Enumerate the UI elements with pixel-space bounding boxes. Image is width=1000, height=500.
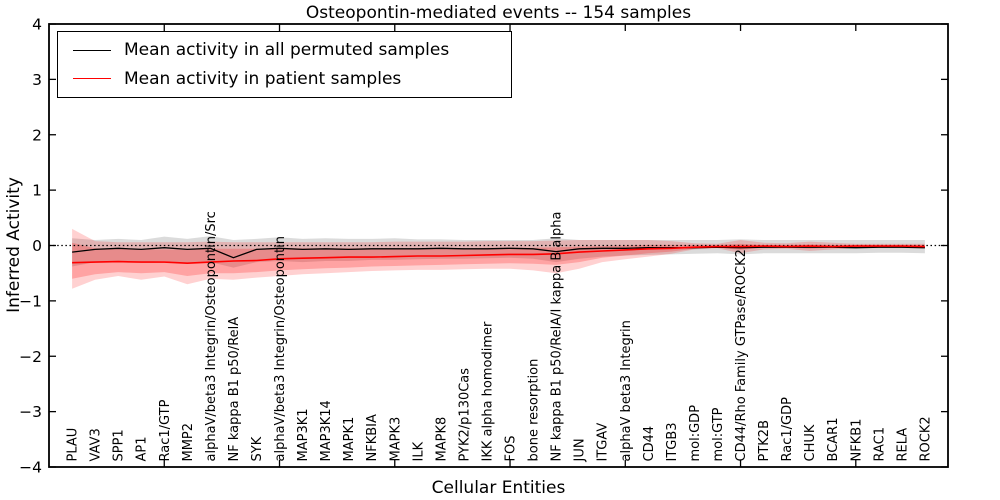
entity-label: NFKB1 bbox=[849, 419, 864, 462]
entity-label: MAPK8 bbox=[434, 417, 449, 462]
entity-label: SPP1 bbox=[112, 429, 127, 461]
entity-label: NF kappa B1 p50/RelA bbox=[227, 317, 242, 462]
chart-title: Osteopontin-mediated events -- 154 sampl… bbox=[305, 3, 692, 23]
entity-label: AP1 bbox=[135, 436, 150, 461]
patient-inner-band bbox=[72, 242, 925, 279]
entity-label: VAV3 bbox=[89, 428, 104, 461]
entity-label: IKK alpha homodimer bbox=[481, 321, 496, 462]
entity-label: alphaV/beta3 Integrin/Osteopontin bbox=[273, 236, 288, 461]
patient-mean-line bbox=[72, 245, 925, 265]
entity-label: Rac1/GTP bbox=[158, 399, 173, 461]
entity-label: ROCK2 bbox=[918, 416, 933, 461]
legend-label: Mean activity in all permuted samples bbox=[124, 40, 450, 61]
legend-item-permuted: Mean activity in all permuted samples bbox=[58, 40, 511, 60]
entity-label: Rac1/GDP bbox=[780, 397, 795, 462]
y-tick-label: −4 bbox=[19, 459, 42, 477]
entity-label: NF kappa B1 p50/RelA/I kappa B alpha bbox=[550, 212, 565, 462]
entity-label: MAPK3 bbox=[388, 417, 403, 462]
legend-item-patient: Mean activity in patient samples bbox=[58, 69, 511, 89]
entity-label: mol:GTP bbox=[711, 407, 726, 461]
y-tick-label: −2 bbox=[19, 348, 42, 366]
patient-outer-band bbox=[72, 228, 925, 289]
y-tick-label: 3 bbox=[32, 71, 42, 89]
y-tick-label: −1 bbox=[19, 292, 42, 310]
permuted-range-band bbox=[72, 236, 925, 268]
entity-label: ILK bbox=[411, 441, 426, 461]
entity-label: NFKBIA bbox=[365, 414, 380, 461]
entity-label: MAPK1 bbox=[342, 417, 357, 462]
entity-label: FOS bbox=[504, 436, 519, 462]
entity-label: ITGB3 bbox=[665, 422, 680, 461]
entity-label: RAC1 bbox=[872, 427, 887, 462]
entity-label: ITGAV bbox=[596, 423, 611, 462]
entity-label: PTK2B bbox=[757, 420, 772, 462]
entity-label: alphaV beta3 Integrin bbox=[619, 320, 634, 461]
entity-label: PYK2/p130Cas bbox=[457, 368, 472, 462]
entity-label: alphaV/beta3 Integrin/Osteopontin/Src bbox=[204, 211, 219, 461]
entity-label: bone resorption bbox=[527, 359, 542, 462]
entity-label: SYK bbox=[250, 436, 265, 461]
y-tick-label: 1 bbox=[32, 182, 42, 200]
x-axis-label: Cellular Entities bbox=[431, 478, 566, 498]
y-tick-label: 4 bbox=[32, 16, 42, 34]
entity-label: CD44/Rho Family GTPase/ROCK2 bbox=[734, 249, 749, 461]
entity-label: PLAU bbox=[66, 428, 81, 462]
entity-label: CD44 bbox=[642, 426, 657, 462]
patient-line-swatch bbox=[73, 78, 111, 80]
entity-label: BCAR1 bbox=[826, 418, 841, 462]
entity-label: MAP3K14 bbox=[319, 400, 334, 461]
legend-label: Mean activity in patient samples bbox=[124, 68, 402, 89]
entity-label: MAP3K1 bbox=[296, 408, 311, 461]
entity-label: CHUK bbox=[803, 424, 818, 461]
y-tick-label: 2 bbox=[32, 126, 42, 144]
entity-label: mol:GDP bbox=[688, 405, 703, 462]
y-tick-label: −3 bbox=[19, 403, 42, 421]
permuted-line-swatch bbox=[73, 49, 111, 51]
entity-label: RELA bbox=[895, 428, 910, 462]
entity-label: MMP2 bbox=[181, 423, 196, 462]
legend: Mean activity in all permuted samples Me… bbox=[57, 31, 512, 98]
y-tick-label: 0 bbox=[32, 237, 42, 255]
entity-label: JUN bbox=[573, 438, 588, 462]
y-axis-label: Inferred Activity bbox=[4, 177, 24, 313]
